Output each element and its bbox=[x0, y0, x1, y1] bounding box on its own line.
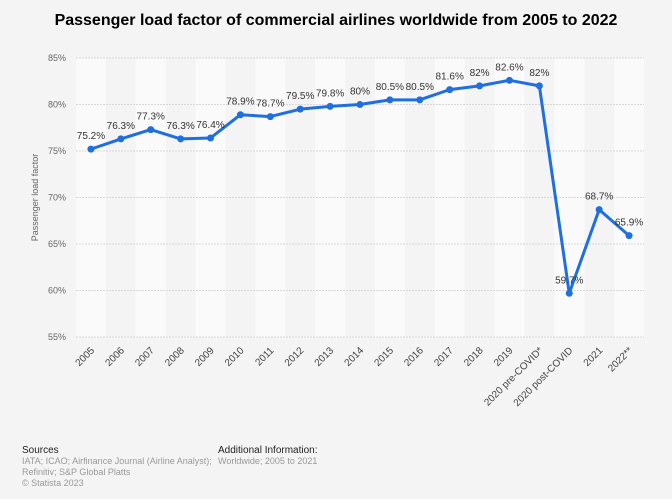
data-point bbox=[505, 76, 513, 84]
y-tick-label: 65% bbox=[48, 239, 66, 249]
x-tick-label: 2021 bbox=[582, 345, 606, 369]
x-tick-label: 2008 bbox=[163, 345, 187, 369]
copyright: © Statista 2023 bbox=[22, 478, 84, 488]
data-label: 76.3% bbox=[107, 121, 135, 132]
data-label: 65.9% bbox=[615, 218, 643, 229]
x-tick-label: 2007 bbox=[133, 345, 157, 369]
info-text: Worldwide; 2005 to 2021 bbox=[218, 456, 318, 466]
data-point bbox=[236, 111, 244, 119]
data-label: 78.9% bbox=[226, 97, 254, 108]
data-point bbox=[625, 232, 633, 240]
data-point bbox=[207, 134, 215, 142]
data-label: 68.7% bbox=[585, 192, 613, 203]
data-label: 81.6% bbox=[436, 72, 464, 83]
x-tick-label: 2010 bbox=[223, 345, 247, 369]
data-label: 82.6% bbox=[495, 62, 523, 73]
y-tick-label: 60% bbox=[48, 286, 66, 296]
y-tick-label: 55% bbox=[48, 332, 66, 342]
x-tick-label: 2022** bbox=[606, 345, 635, 374]
chart-title: Passenger load factor of commercial airl… bbox=[54, 12, 618, 29]
data-label: 59.7% bbox=[555, 275, 583, 286]
data-label: 80% bbox=[350, 87, 370, 98]
sources-block: Sources IATA; ICAO; Airfinance Journal (… bbox=[22, 445, 212, 489]
x-tick-label: 2005 bbox=[74, 345, 98, 369]
data-point bbox=[416, 96, 424, 104]
data-point bbox=[565, 289, 573, 297]
data-point bbox=[446, 86, 454, 94]
data-point bbox=[117, 135, 125, 143]
data-point bbox=[177, 135, 185, 143]
data-point bbox=[296, 105, 304, 113]
y-tick-label: 85% bbox=[48, 53, 66, 63]
data-label: 79.5% bbox=[286, 91, 314, 102]
sources-title: Sources bbox=[22, 445, 59, 456]
y-tick-label: 80% bbox=[48, 100, 66, 110]
y-axis-label: Passenger load factor bbox=[30, 154, 40, 242]
sources-line: Refinitiv; S&P Global Platts bbox=[22, 467, 131, 477]
data-point bbox=[266, 113, 274, 121]
data-point bbox=[87, 145, 95, 153]
data-point bbox=[356, 101, 364, 108]
data-point bbox=[535, 82, 543, 90]
data-label: 78.7% bbox=[256, 99, 284, 110]
line-chart: 55% 60% 65% 70% 75% 80% 85% Passenger load fact… bbox=[30, 53, 644, 409]
x-tick-label: 2011 bbox=[253, 345, 276, 368]
x-tick-label: 2014 bbox=[343, 345, 367, 369]
data-label: 80.5% bbox=[376, 82, 404, 93]
data-label: 75.2% bbox=[77, 131, 105, 142]
data-label: 76.4% bbox=[196, 120, 224, 131]
x-tick-label: 2018 bbox=[462, 345, 486, 369]
data-label: 77.3% bbox=[137, 112, 165, 123]
data-point bbox=[476, 82, 484, 90]
data-point bbox=[326, 102, 334, 110]
series-line bbox=[90, 78, 631, 295]
y-tick-label: 70% bbox=[48, 193, 66, 203]
info-title: Additional Information: bbox=[218, 445, 318, 456]
x-tick-label: 2006 bbox=[103, 345, 127, 369]
x-tick-label: 2016 bbox=[402, 345, 426, 369]
sources-line: IATA; ICAO; Airfinance Journal (Airline … bbox=[22, 456, 212, 466]
x-tick-label: 2012 bbox=[283, 345, 307, 369]
y-tick-label: 75% bbox=[48, 146, 66, 156]
data-label: 82% bbox=[529, 68, 549, 79]
additional-info-block: Additional Information: Worldwide; 2005 … bbox=[218, 445, 318, 467]
x-tick-label: 2019 bbox=[492, 345, 516, 369]
data-label: 82% bbox=[470, 68, 490, 79]
data-label: 79.8% bbox=[316, 88, 344, 99]
data-point bbox=[595, 206, 603, 214]
data-label: 80.5% bbox=[406, 82, 434, 93]
data-label: 76.3% bbox=[166, 121, 194, 132]
data-point bbox=[147, 126, 155, 134]
x-tick-label: 2013 bbox=[313, 345, 337, 369]
data-point bbox=[386, 96, 394, 104]
x-tick-label: 2009 bbox=[193, 345, 217, 369]
x-tick-label: 2017 bbox=[432, 345, 456, 369]
x-tick-label: 2015 bbox=[373, 345, 397, 369]
